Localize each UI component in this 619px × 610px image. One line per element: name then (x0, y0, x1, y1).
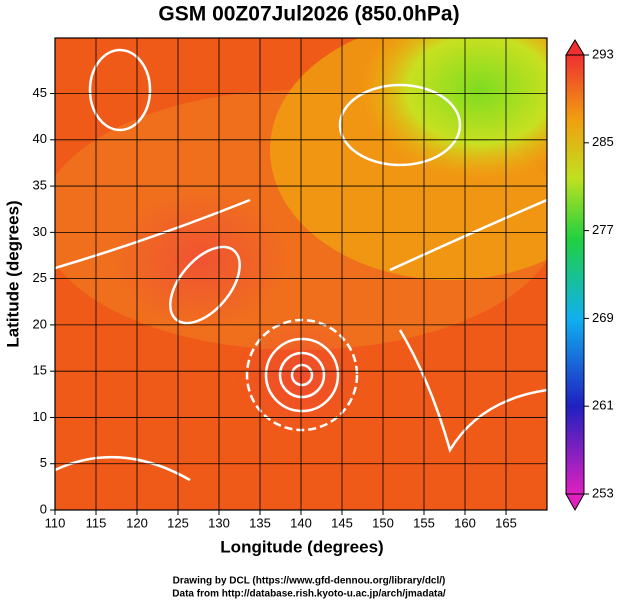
x-tick-label: 140 (290, 515, 312, 530)
field (55, 38, 547, 510)
x-tick-label: 150 (372, 515, 394, 530)
colorbar-bottom (565, 493, 585, 512)
y-axis-label: Latitude (degrees) (3, 200, 22, 347)
colorbar-tick-label: 285 (592, 134, 614, 149)
y-tick-label: 45 (33, 85, 47, 100)
x-tick-label: 130 (208, 515, 230, 530)
x-tick-label: 165 (495, 515, 517, 530)
y-tick-label: 25 (33, 270, 47, 285)
x-tick-label: 115 (86, 515, 107, 530)
colorbar-tick-label: 253 (592, 485, 614, 500)
title: GSM 00Z07Jul2026 (850.0hPa) (158, 3, 459, 26)
x-tick-label: 160 (454, 515, 476, 530)
colorbar-tick-label: 269 (592, 310, 614, 325)
x-tick-label: 120 (126, 515, 148, 530)
colorbar-tick-label: 277 (592, 222, 614, 237)
y-tick-label: 20 (33, 316, 47, 331)
y-tick-label: 30 (33, 224, 47, 239)
x-tick-label: 110 (45, 515, 66, 530)
x-tick-label: 135 (249, 515, 271, 530)
y-tick-label: 15 (33, 363, 47, 378)
colorbar (565, 54, 585, 495)
credit: Drawing by DCL (https://www.gfd-dennou.o… (173, 576, 446, 587)
colorbar-tick-label: 293 (592, 46, 614, 61)
y-tick-label: 40 (33, 131, 47, 146)
y-tick-label: 0 (40, 501, 47, 516)
credit: Data from http://database.rish.kyoto-u.a… (172, 589, 446, 600)
y-tick-label: 5 (40, 455, 47, 470)
colorbar-top (565, 39, 585, 56)
x-tick-label: 145 (331, 515, 353, 530)
x-tick-label: 155 (413, 515, 435, 530)
x-tick-label: 125 (167, 515, 189, 530)
y-tick-label: 35 (33, 178, 47, 193)
x-axis-label: Longitude (degrees) (220, 537, 383, 556)
y-tick-label: 10 (33, 409, 47, 424)
colorbar-tick-label: 261 (592, 398, 614, 413)
